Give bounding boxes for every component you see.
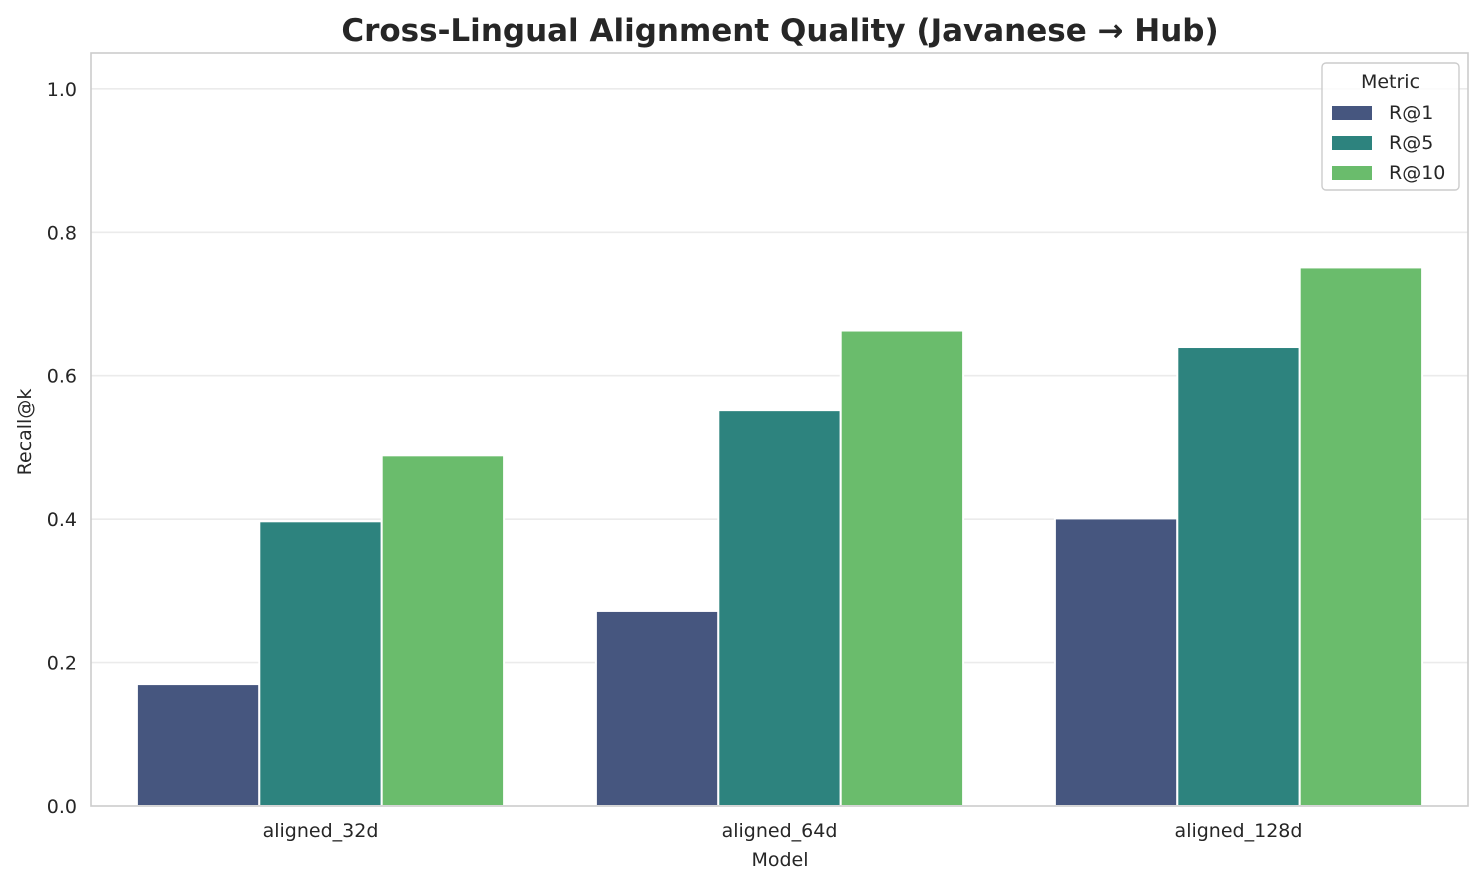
y-tick-labels: 0.0 0.2 0.4 0.6 0.8 1.0 — [47, 79, 77, 818]
x-tick-label: aligned_128d — [1175, 820, 1303, 842]
bar-r1-aligned_128d — [1053, 517, 1179, 807]
bar-r10-aligned_128d — [1298, 266, 1424, 807]
bar-r5-aligned_32d — [258, 520, 383, 808]
legend-title: Metric — [1361, 71, 1420, 93]
legend-label: R@1 — [1389, 102, 1433, 124]
legend-box — [1321, 62, 1460, 191]
y-tick-label: 0.4 — [47, 509, 77, 531]
legend: Metric R@1 R@5 R@10 — [1321, 62, 1460, 191]
bar-r5-aligned_64d — [717, 409, 842, 807]
y-tick-label: 0.0 — [47, 796, 77, 818]
x-tick-labels: aligned_32d aligned_64d aligned_128d — [263, 820, 1303, 842]
plot-frame — [90, 52, 1469, 807]
bar-r1-aligned_64d — [594, 609, 720, 807]
y-tick-label: 0.8 — [47, 222, 77, 244]
x-axis-label: Model — [751, 849, 808, 871]
y-axis-label: Recall@k — [14, 389, 36, 476]
x-tick-label: aligned_64d — [722, 820, 838, 842]
bar-r5-aligned_128d — [1176, 346, 1301, 807]
x-tick-label: aligned_32d — [263, 820, 379, 842]
legend-label: R@10 — [1389, 162, 1445, 184]
bars — [135, 266, 1424, 808]
y-tick-label: 0.6 — [47, 366, 77, 388]
bar-r1-aligned_32d — [135, 683, 261, 807]
legend-swatch — [1332, 166, 1372, 180]
bar-r10-aligned_32d — [380, 454, 506, 807]
bar-r10-aligned_64d — [839, 329, 965, 807]
y-tick-label: 0.2 — [47, 653, 77, 675]
legend-swatch — [1332, 106, 1372, 120]
legend-swatch — [1332, 136, 1372, 150]
chart-title: Cross-Lingual Alignment Quality (Javanes… — [341, 13, 1218, 49]
y-tick-label: 1.0 — [47, 79, 77, 101]
legend-label: R@5 — [1389, 132, 1433, 154]
